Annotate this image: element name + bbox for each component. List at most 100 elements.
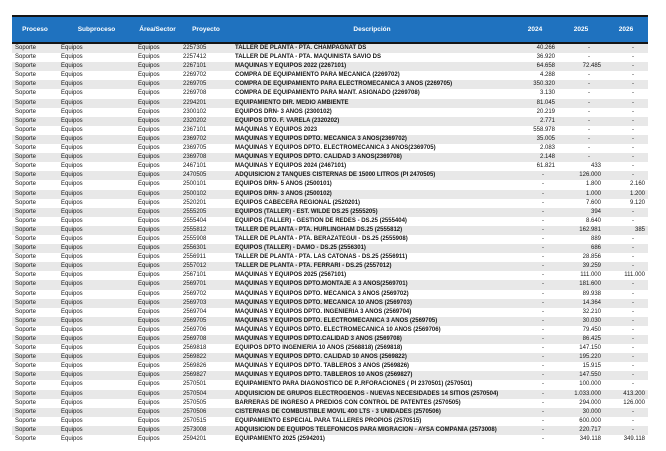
cell-proceso: Soporte	[12, 171, 58, 181]
cell-subproceso: Equipos	[58, 389, 135, 399]
cell-proceso: Soporte	[12, 116, 58, 126]
table-row: Soporte Equipos Equipos 2369705 MAQUINAS Y E…	[12, 144, 648, 154]
cell-area: Equipos	[135, 89, 180, 99]
cell-y2025: 8.640	[558, 216, 604, 226]
cell-proyecto: 2470505	[180, 171, 232, 181]
cell-y2026: 9.120	[604, 198, 648, 208]
cell-area: Equipos	[135, 380, 180, 390]
cell-proyecto: 2367101	[180, 125, 232, 135]
cell-proceso: Soporte	[12, 325, 58, 335]
cell-proyecto: 2556911	[180, 253, 232, 263]
cell-desc: MAQUINAS Y EQUIPOS DPTO. INGENIERIA 3 AÑ…	[232, 307, 512, 317]
cell-y2026: -	[604, 425, 648, 436]
cell-desc: EQUIPOS (TALLER) - EST. WILDE DS.25 (255…	[232, 207, 512, 217]
cell-area: Equipos	[135, 289, 180, 299]
cell-y2025: 15.915	[558, 362, 604, 372]
cell-y2026: -	[604, 144, 648, 154]
cell-y2024: -	[512, 371, 558, 381]
cell-area: Equipos	[135, 353, 180, 363]
cell-desc: MAQUINAS Y EQUIPOS DPTO. ELECTROMECANICA…	[232, 325, 512, 335]
cell-y2025: 1.800	[558, 180, 604, 190]
cell-y2026: -	[604, 53, 648, 63]
cell-y2026: -	[604, 116, 648, 126]
cell-y2025: 686	[558, 244, 604, 254]
cell-subproceso: Equipos	[58, 53, 135, 63]
column-header-y2026: 2026	[604, 16, 648, 44]
table-row: Soporte Equipos Equipos 2269708 COMPRA DE EQ…	[12, 89, 648, 99]
cell-subproceso: Equipos	[58, 144, 135, 154]
cell-y2025: 32.210	[558, 307, 604, 317]
cell-proceso: Soporte	[12, 307, 58, 317]
cell-y2025: 100.000	[558, 380, 604, 390]
cell-y2026: -	[604, 153, 648, 163]
cell-area: Equipos	[135, 316, 180, 326]
cell-y2025: -	[558, 125, 604, 135]
cell-y2024: -	[512, 289, 558, 299]
cell-proceso: Soporte	[12, 162, 58, 172]
cell-proyecto: 2567101	[180, 271, 232, 281]
cell-desc: MÁQUINAS Y EQUIPOS 2025 (2567101)	[232, 271, 512, 281]
cell-proceso: Soporte	[12, 43, 58, 54]
cell-y2026: -	[604, 298, 648, 308]
cell-y2025: 220.717	[558, 425, 604, 436]
table-row: Soporte Equipos Equipos 2269702 COMPRA DE EQ…	[12, 71, 648, 81]
cell-proyecto: 2569826	[180, 362, 232, 372]
cell-y2024: -	[512, 362, 558, 372]
cell-subproceso: Equipos	[58, 289, 135, 299]
cell-y2026: -	[604, 280, 648, 290]
cell-y2024: -	[512, 271, 558, 281]
table-row: Soporte Equipos Equipos 2555812 TALLER DE PL…	[12, 225, 648, 235]
table-row: Soporte Equipos Equipos 2570505 BARRERAS DE …	[12, 398, 648, 408]
cell-y2024: -	[512, 307, 558, 317]
cell-y2024: -	[512, 398, 558, 408]
cell-proceso: Soporte	[12, 353, 58, 363]
cell-area: Equipos	[135, 253, 180, 263]
cell-y2024: 350.320	[512, 80, 558, 90]
cell-y2025: 147.550	[558, 371, 604, 381]
cell-y2024: -	[512, 189, 558, 199]
table-row: Soporte Equipos Equipos 2367101 MÁQUINAS Y E…	[12, 125, 648, 135]
cell-y2025: 126.000	[558, 171, 604, 181]
cell-y2025: 86.425	[558, 335, 604, 345]
cell-subproceso: Equipos	[58, 216, 135, 226]
cell-y2026: -	[604, 216, 648, 226]
cell-proceso: Soporte	[12, 407, 58, 417]
cell-proceso: Soporte	[12, 425, 58, 436]
cell-proceso: Soporte	[12, 435, 58, 445]
cell-subproceso: Equipos	[58, 207, 135, 217]
cell-area: Equipos	[135, 344, 180, 354]
cell-y2025: -	[558, 89, 604, 99]
cell-y2025: -	[558, 116, 604, 126]
cell-y2025: 30.000	[558, 407, 604, 417]
cell-proyecto: 2569827	[180, 371, 232, 381]
cell-proyecto: 2294201	[180, 98, 232, 108]
cell-proyecto: 2269705	[180, 80, 232, 90]
cell-y2024: -	[512, 425, 558, 436]
cell-desc: EQUIPOS DRN- 3 AÑOS (2500102)	[232, 189, 512, 199]
cell-y2026: -	[604, 289, 648, 299]
cell-area: Equipos	[135, 298, 180, 308]
cell-subproceso: Equipos	[58, 80, 135, 90]
cell-desc: MAQUINAS Y EQUIPOS DPTO. CALIDAD 3 AÑOS(…	[232, 153, 512, 163]
cell-y2026: 111.000	[604, 271, 648, 281]
cell-proyecto: 2594201	[180, 435, 232, 445]
cell-subproceso: Equipos	[58, 271, 135, 281]
cell-area: Equipos	[135, 125, 180, 135]
cell-proceso: Soporte	[12, 62, 58, 72]
cell-y2025: 111.000	[558, 271, 604, 281]
cell-y2026: 126.000	[604, 398, 648, 408]
cell-desc: MAQUINAS Y EQUIPOS DPTO. TABLEROS 3 AÑOS…	[232, 362, 512, 372]
cell-y2026: -	[604, 253, 648, 263]
cell-y2025: 30.030	[558, 316, 604, 326]
cell-y2025: 600.000	[558, 416, 604, 426]
cell-y2025: -	[558, 134, 604, 145]
cell-y2026: -	[604, 307, 648, 317]
cell-y2024: 4.288	[512, 71, 558, 81]
table-row: Soporte Equipos Equipos 2569705 MAQUINAS Y E…	[12, 316, 648, 326]
cell-proceso: Soporte	[12, 371, 58, 381]
cell-proyecto: 2269708	[180, 89, 232, 99]
cell-subproceso: Equipos	[58, 398, 135, 408]
cell-subproceso: Equipos	[58, 316, 135, 326]
cell-y2025: 14.364	[558, 298, 604, 308]
cell-proyecto: 2369702	[180, 134, 232, 145]
